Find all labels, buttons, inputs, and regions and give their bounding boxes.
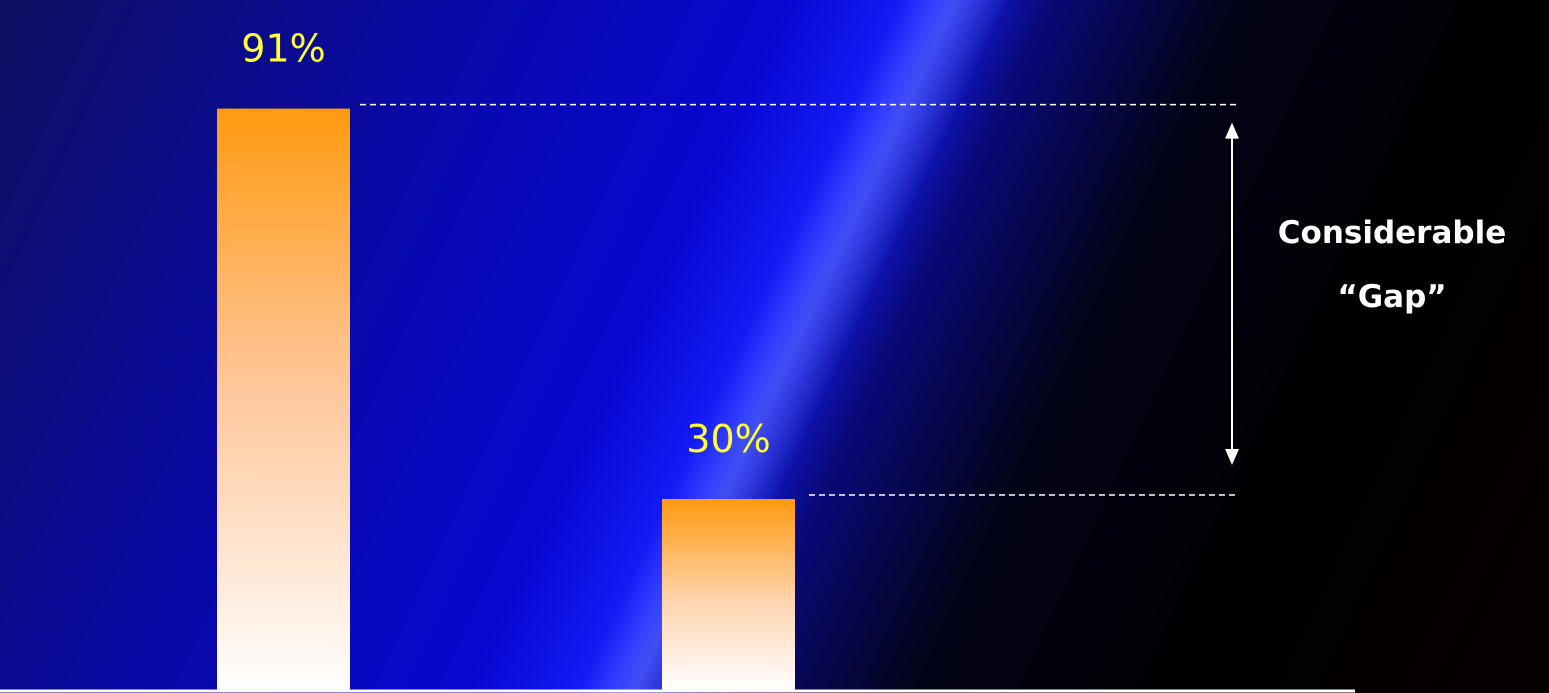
bar-2 — [662, 499, 795, 691]
gap-arrow-down-head — [1225, 449, 1239, 465]
bars-group: 91% 30% — [217, 27, 795, 692]
bar-value-label-2: 30% — [686, 417, 770, 461]
gap-annotation-line1: Considerable — [1278, 215, 1506, 251]
bar-value-label-1: 91% — [241, 27, 325, 71]
bar-1 — [217, 108, 350, 692]
gap-annotation-line2: “Gap” — [1337, 279, 1446, 315]
gap-arrow-up-head — [1225, 122, 1239, 139]
